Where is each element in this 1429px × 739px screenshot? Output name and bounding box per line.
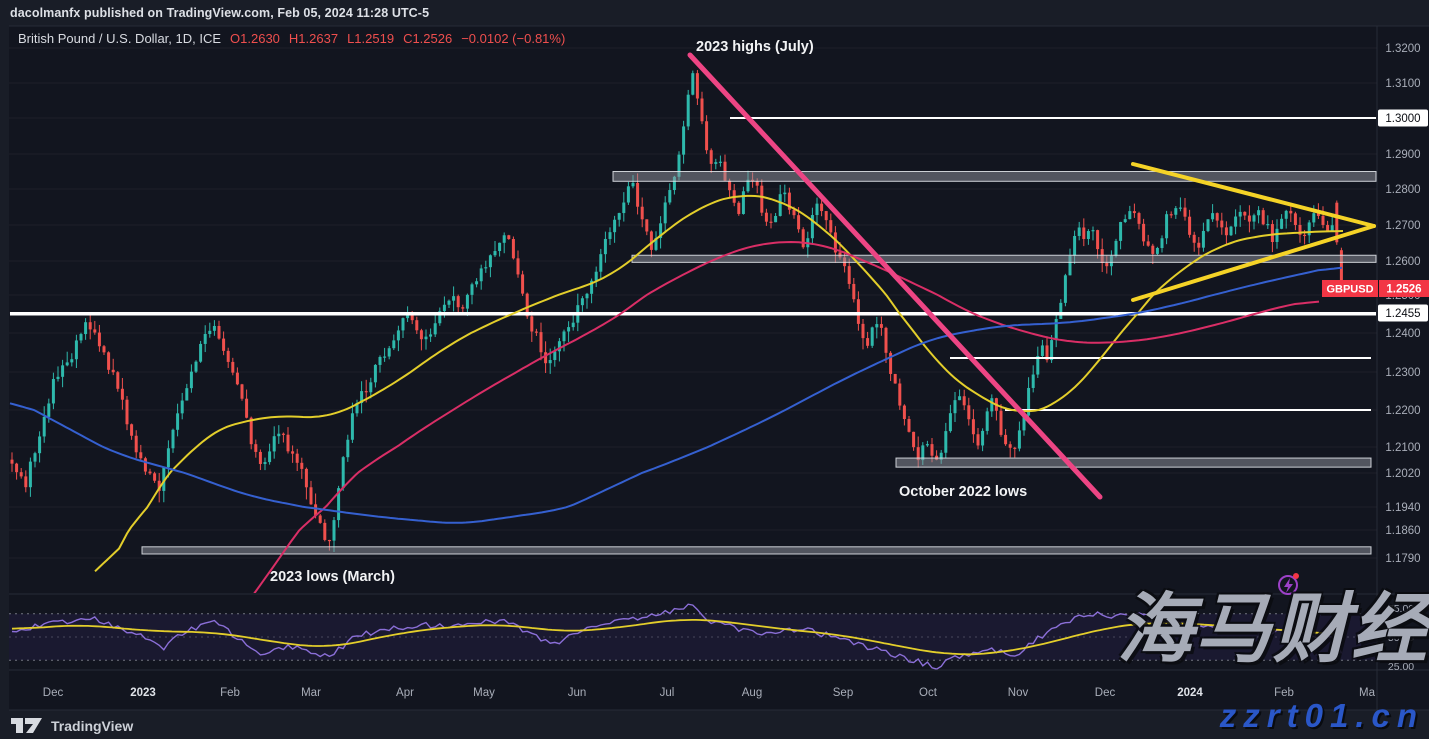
sr-levels-layer [10, 117, 1376, 411]
price-tick-label: 1.3200 [1385, 43, 1420, 55]
price-tick-label: 1.2400 [1385, 328, 1420, 340]
ma-fast-yellow [94, 194, 1344, 573]
candles-layer [10, 70, 1343, 553]
time-tick-label: Apr [396, 687, 414, 699]
ma-slow-blue [9, 266, 1343, 524]
last-price-badge [1379, 280, 1429, 297]
publisher-text: dacolmanfx published on TradingView.com,… [10, 6, 430, 20]
time-tick-label: Dec [1095, 687, 1116, 699]
price-tick-label: 1.1860 [1385, 525, 1420, 537]
price-axis[interactable]: 1.3200 1.3100 1.3000 1.2900 1.2800 1.2700 1.26… [1322, 43, 1429, 565]
footer-bar: TradingView [10, 712, 133, 739]
symbol-title: British Pound / U.S. Dollar, 1D, ICE [18, 31, 222, 46]
ma-mid-pink [253, 240, 1320, 593]
sr-zones-layer [141, 171, 1377, 555]
ohlc-close: C1.2526 [403, 31, 453, 46]
watermark-url: zzrt01.cn [1219, 697, 1424, 734]
triangle-lower-line[interactable] [1131, 224, 1376, 302]
time-axis[interactable]: Dec 2023 Feb Mar Apr May Jun Jul Aug Sep Oct Nov Dec… [43, 687, 1376, 699]
price-tick-label: 1.2900 [1385, 149, 1420, 161]
chart-annotation[interactable]: October 2022 lows [899, 484, 1027, 500]
tradingview-logo-icon[interactable] [10, 717, 44, 734]
symbol-badge-label: GBPUSD [1326, 284, 1373, 296]
time-tick-label: Ma [1359, 687, 1376, 699]
price-tick-label: 1.2100 [1385, 442, 1420, 454]
plot-background [9, 26, 1429, 710]
rsi-line [11, 603, 1343, 670]
price-tick-label: 1.2600 [1385, 256, 1420, 268]
price-change: −0.0102 (−0.81%) [461, 31, 566, 46]
price-tick-label: 1.2020 [1385, 468, 1420, 480]
time-tick-label: May [473, 687, 495, 699]
sr-zone-band[interactable] [612, 171, 1377, 182]
time-tick-label: Jul [660, 687, 675, 699]
price-tick-label: 1.2300 [1385, 367, 1420, 379]
rsi-scale-label: 50.00 [1388, 632, 1414, 644]
time-tick-label: Jun [568, 687, 587, 699]
chart-annotation[interactable]: 2023 lows (March) [270, 569, 395, 585]
ohlc-high: H1.2637 [288, 31, 339, 46]
time-tick-label: Aug [742, 687, 762, 699]
sr-zone-band[interactable] [895, 457, 1372, 468]
symbol-info-bar: British Pound / U.S. Dollar, 1D, ICE O1.… [18, 31, 565, 46]
price-tick-label: 1.2200 [1385, 405, 1420, 417]
price-tick-label: 1.1940 [1385, 502, 1420, 514]
ohlc-low: L1.2519 [347, 31, 395, 46]
price-tick-label: 1.1790 [1385, 553, 1420, 565]
time-tick-label: Feb [1274, 687, 1294, 699]
rsi-signal-line [11, 619, 1341, 656]
price-level-label-box [1378, 304, 1428, 322]
publisher-bar: dacolmanfx published on TradingView.com,… [0, 0, 1429, 26]
chart-annotation[interactable]: 2023 highs (July) [696, 39, 814, 55]
rsi-band-fill [9, 613, 1377, 661]
time-tick-label: 2024 [1177, 687, 1203, 699]
time-tick-label: Dec [43, 687, 64, 699]
time-tick-label: Sep [833, 687, 853, 699]
price-level-label-box [1378, 109, 1428, 127]
sr-zone-band[interactable] [141, 546, 1372, 555]
lightning-circle-icon[interactable] [1278, 573, 1299, 595]
tradingview-logo-text[interactable]: TradingView [51, 717, 134, 734]
last-price-value: 1.2526 [1386, 284, 1421, 296]
watermark-brand: 海马财经 [1117, 587, 1429, 672]
price-tick-label: 1.3100 [1385, 78, 1420, 90]
time-tick-label: Nov [1008, 687, 1029, 699]
time-tick-label: 2023 [130, 687, 156, 699]
time-tick-label: Mar [301, 687, 321, 699]
downtrend-line[interactable] [687, 52, 1103, 500]
symbol-badge [1322, 280, 1378, 297]
time-tick-label: Oct [919, 687, 938, 699]
price-level-label: 1.2455 [1385, 308, 1420, 320]
price-tick-label: 1.2700 [1385, 220, 1420, 232]
time-tick-label: Feb [220, 687, 240, 699]
rsi-scale-label: 75.00 [1388, 603, 1414, 615]
price-level-label: 1.3000 [1385, 113, 1420, 125]
ohlc-open: O1.2630 [230, 31, 280, 46]
rsi-scale-label: 25.00 [1388, 661, 1414, 673]
triangle-upper-line[interactable] [1131, 162, 1376, 228]
price-tick-label: 1.2800 [1385, 184, 1420, 196]
